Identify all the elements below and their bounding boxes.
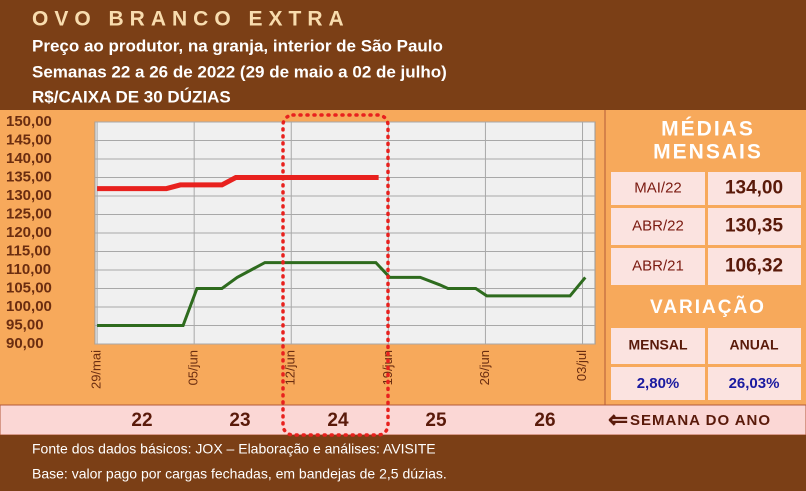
x-tick-label: 12/jun (283, 350, 298, 385)
week-label: 22 (131, 410, 152, 431)
y-tick-label: 100,00 (6, 298, 52, 315)
averages-title: MÉDIAS (661, 118, 755, 141)
arrow: ⇐ (608, 406, 628, 433)
subtitle: Preço ao produtor, na granja, interior d… (32, 36, 443, 55)
average-value: 106,32 (725, 256, 783, 277)
y-tick-label: 150,00 (6, 113, 52, 130)
week-row-bg (0, 404, 806, 436)
header-bg (0, 0, 806, 110)
unit: R$/CAIXA DE 30 DÚZIAS (32, 87, 231, 106)
variation-value: 26,03% (729, 375, 780, 392)
footer-line: Base: valor pago por cargas fechadas, em… (32, 466, 447, 482)
table-cell (611, 172, 705, 205)
week-label: 23 (229, 410, 250, 431)
variation-value: 2,80% (637, 375, 680, 392)
week-caption: SEMANA DO ANO (630, 412, 771, 429)
table-cell (611, 367, 705, 400)
title: OVO BRANCO EXTRA (32, 8, 350, 31)
average-value: 134,00 (725, 178, 783, 199)
y-tick-label: 145,00 (6, 131, 52, 148)
y-tick-label: 130,00 (6, 187, 52, 204)
y-tick-label: 135,00 (6, 168, 52, 185)
average-label: MAI/22 (634, 179, 682, 196)
table-cell (708, 367, 801, 400)
table-cell (708, 248, 801, 285)
y-tick-label: 120,00 (6, 224, 52, 241)
x-tick-label: 03/jul (574, 350, 589, 381)
week-label: 25 (425, 410, 447, 431)
x-tick-label: 26/jun (477, 350, 492, 385)
period: Semanas 22 a 26 de 2022 (29 de maio a 02… (32, 62, 447, 81)
variation-title: VARIAÇÃO (650, 296, 766, 318)
y-tick-label: 140,00 (6, 150, 52, 167)
table-cell (708, 328, 801, 364)
variation-header: ANUAL (730, 337, 779, 353)
footer-line: Fonte dos dados básicos: JOX – Elaboraçã… (32, 441, 436, 457)
highlight-box (281, 113, 390, 437)
average-label: ABR/22 (632, 217, 684, 234)
table-cell (708, 172, 801, 205)
series-line (97, 175, 379, 192)
table-cell (611, 248, 705, 285)
y-tick-label: 95,00 (6, 316, 44, 333)
y-tick-label: 125,00 (6, 205, 52, 222)
week-label: 26 (534, 410, 555, 431)
y-tick-label: 115,00 (6, 242, 51, 259)
y-tick-label: 110,00 (6, 261, 51, 278)
week-label: 24 (327, 410, 349, 431)
x-tick-label: 29/mai (89, 350, 104, 389)
average-label: ABR/21 (632, 257, 684, 274)
average-value: 130,35 (725, 216, 784, 237)
table-cell (708, 208, 801, 245)
footer-bg (0, 435, 806, 491)
y-tick-label: 90,00 (6, 335, 44, 352)
y-tick-label: 105,00 (6, 279, 52, 296)
variation-header: MENSAL (628, 337, 688, 353)
table-cell (611, 208, 705, 245)
table-cell (611, 328, 705, 364)
x-tick-label: 05/jun (186, 350, 201, 385)
averages-title: MENSAIS (653, 141, 763, 164)
